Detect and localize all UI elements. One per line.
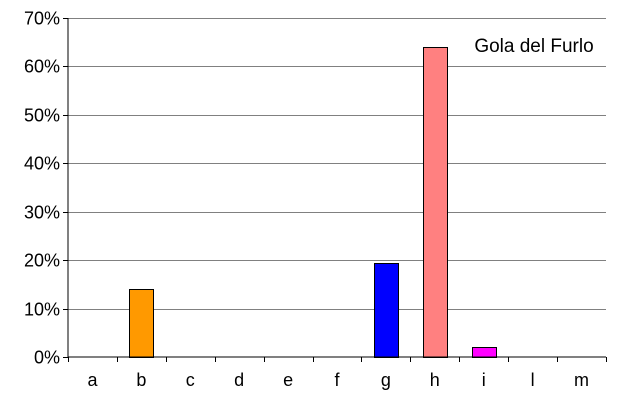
y-tick-label: 20% bbox=[24, 251, 60, 271]
bar-g bbox=[374, 263, 399, 358]
y-tick-label: 40% bbox=[24, 154, 60, 174]
x-tick-label: m bbox=[574, 370, 589, 390]
axis-labels: 0% 10% 20% 30% 40% 50% 60% 70% a b c d e f g h i l m bbox=[24, 9, 589, 391]
plot-area bbox=[68, 18, 606, 357]
bar-b bbox=[129, 289, 154, 358]
x-tick-label: b bbox=[136, 370, 146, 390]
annotation-label: Gola del Furlo bbox=[474, 36, 593, 57]
x-tick-label: c bbox=[186, 370, 195, 390]
y-tick-label: 30% bbox=[24, 203, 60, 223]
y-tick-label: 70% bbox=[24, 9, 60, 29]
x-tick-label: a bbox=[87, 370, 98, 390]
x-tick-label: e bbox=[283, 370, 293, 390]
axes bbox=[67, 18, 606, 358]
y-tick-label: 60% bbox=[24, 57, 60, 77]
x-tick-label: g bbox=[381, 370, 391, 390]
y-tick-label: 10% bbox=[24, 300, 60, 320]
y-tick-label: 0% bbox=[34, 348, 60, 368]
y-tick-label: 50% bbox=[24, 106, 60, 126]
bar-h bbox=[423, 47, 448, 358]
grid-lines bbox=[68, 18, 606, 310]
x-tick-label: l bbox=[531, 370, 535, 390]
axis-ticks bbox=[63, 18, 607, 362]
x-tick-label: h bbox=[430, 370, 440, 390]
x-tick-label: d bbox=[234, 370, 244, 390]
bar-i bbox=[472, 347, 497, 358]
x-tick-label: f bbox=[334, 370, 340, 390]
x-tick-label: i bbox=[482, 370, 486, 390]
